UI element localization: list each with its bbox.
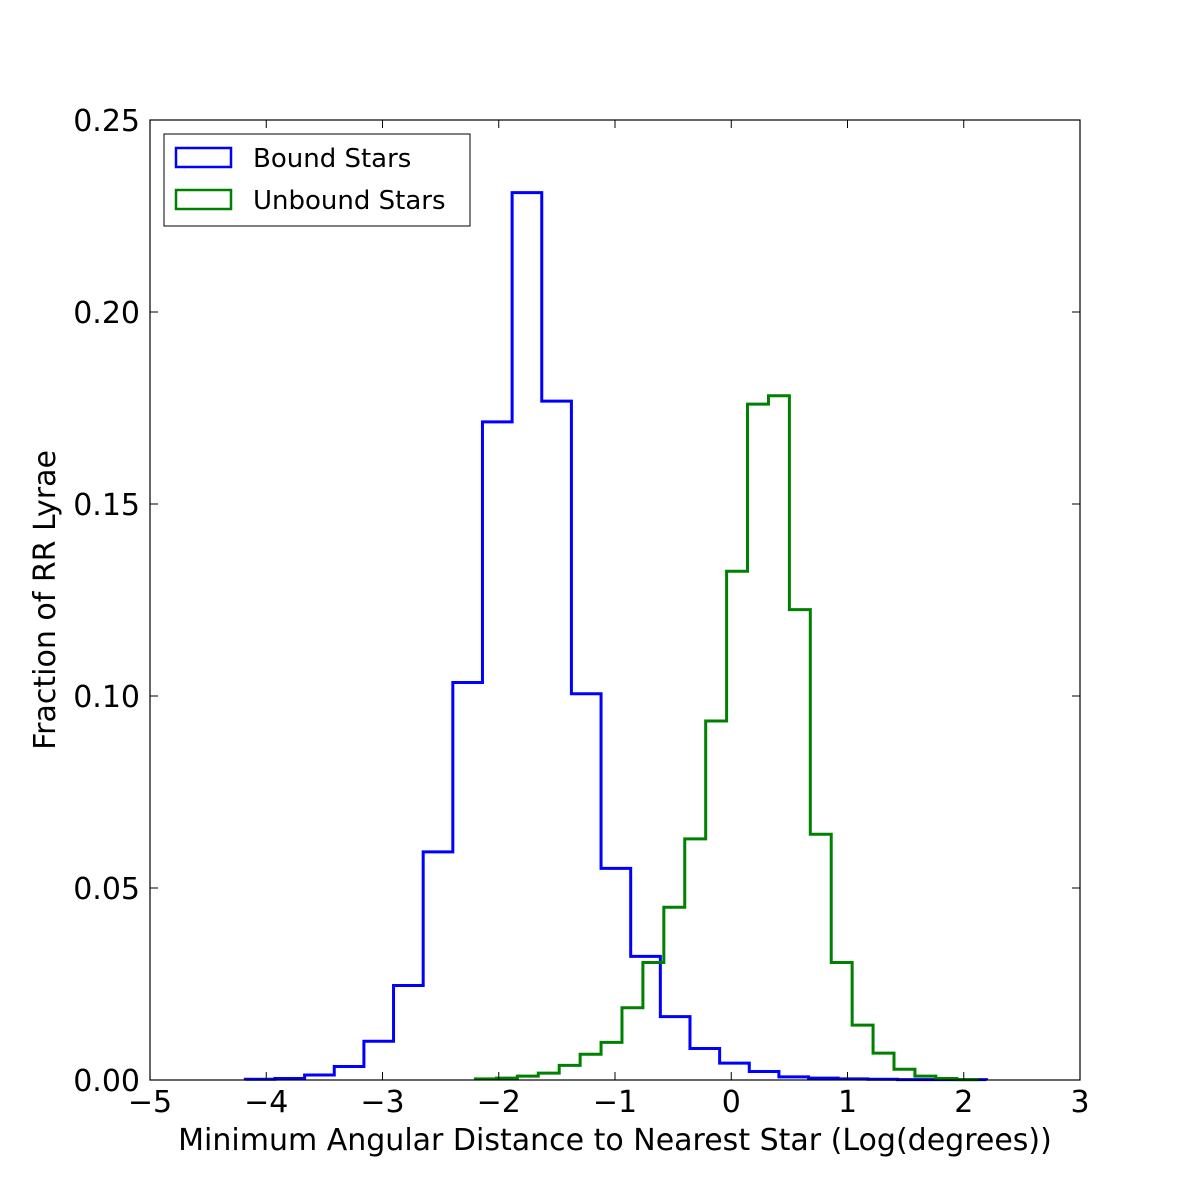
legend-label-unbound: Unbound Stars [253,186,446,216]
x-tick-label: −4 [244,1085,288,1120]
legend-swatch-unbound [174,188,233,211]
y-tick-label: 0.00 [73,1064,140,1099]
y-tick-label: 0.10 [73,680,140,715]
series-bound-step-line [243,191,988,1082]
x-tick-label: −2 [477,1085,521,1120]
x-tick-labels: −5 −4 −3 −2 −1 0 1 2 3 [128,1085,1090,1120]
x-tick-label: 2 [954,1085,973,1120]
tick-layer [149,119,1081,1081]
x-tick-label: 1 [838,1085,857,1120]
x-tick-label: −5 [128,1085,172,1120]
x-tick-label: −1 [593,1085,637,1120]
y-tick-labels: 0.00 0.05 0.10 0.15 0.20 0.25 [73,104,140,1099]
series-unbound-step-line [474,394,980,1082]
series-layer [243,191,988,1082]
legend: Bound Stars Unbound Stars [163,133,471,227]
legend-frame [163,133,471,227]
plot-area [150,120,1080,1080]
y-tick-label: 0.15 [73,488,140,523]
y-tick-label: 0.05 [73,872,140,907]
x-axis-label: Minimum Angular Distance to Nearest Star… [178,1123,1052,1158]
legend-label-bound: Bound Stars [253,144,411,174]
plot-frame [149,119,1081,1081]
legend-swatch-bound [174,146,233,169]
y-tick-label: 0.25 [73,104,140,139]
y-tick-label: 0.20 [73,296,140,331]
x-tick-label: 3 [1070,1085,1089,1120]
x-tick-label: 0 [722,1085,741,1120]
x-tick-label: −3 [360,1085,404,1120]
y-axis-label: Fraction of RR Lyrae [28,450,63,750]
